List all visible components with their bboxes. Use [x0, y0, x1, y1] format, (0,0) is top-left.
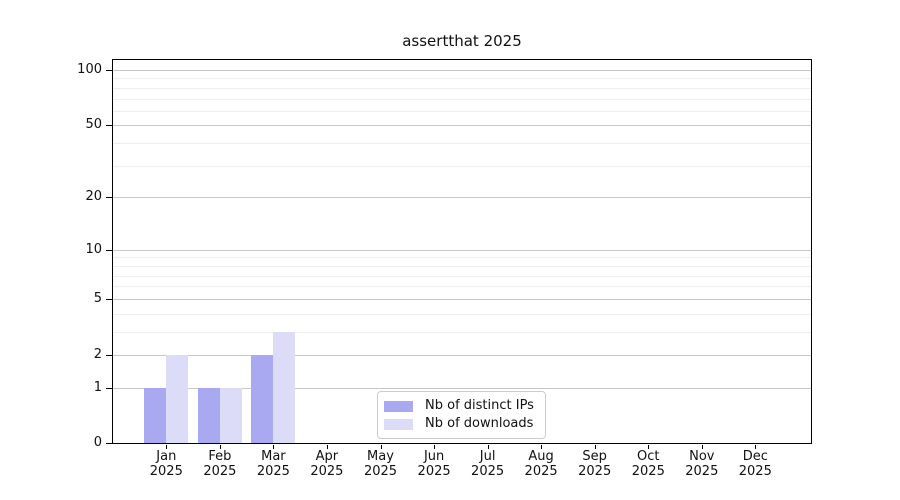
x-tick-year: 2025 [685, 464, 719, 479]
gridline-major [113, 197, 811, 199]
x-tick-mark [487, 445, 489, 449]
gridline-minor [113, 87, 811, 89]
y-tick-mark [106, 197, 112, 199]
x-tick-label: Aug 2025 [513, 449, 569, 479]
y-tick-mark [106, 355, 112, 356]
gridline-minor [113, 275, 811, 277]
x-tick-month: Apr [315, 449, 339, 464]
legend: Nb of distinct IPs Nb of downloads [377, 391, 546, 439]
y-tick-label: 20 [85, 189, 102, 205]
x-tick-label: Sep 2025 [567, 449, 623, 479]
y-tick-label: 0 [93, 435, 102, 450]
x-tick-label: Nov 2025 [674, 449, 730, 479]
bar-nb-of-downloads-mar [273, 331, 296, 443]
x-tick-mark [434, 445, 436, 449]
x-tick-mark [219, 445, 221, 449]
x-tick-year: 2025 [256, 464, 290, 479]
gridline-major [113, 298, 811, 300]
y-tick-mark [106, 443, 112, 444]
gridline-major [113, 355, 811, 356]
x-tick-mark [380, 445, 382, 449]
x-tick-month: May [367, 449, 394, 464]
legend-swatch [384, 418, 413, 430]
y-tick-mark [106, 125, 112, 127]
x-tick-year: 2025 [524, 464, 558, 479]
x-tick-mark [326, 445, 328, 449]
bar-nb-of-downloads-jan [166, 355, 189, 443]
x-tick-label: Jul 2025 [460, 449, 516, 479]
x-tick-year: 2025 [578, 464, 612, 479]
gridline-minor [113, 98, 811, 100]
gridline-major [113, 249, 811, 251]
y-tick-mark [106, 387, 112, 389]
y-tick-mark [106, 249, 112, 251]
plot-area [112, 59, 812, 444]
x-tick-month: Sep [582, 449, 607, 464]
x-tick-month: Dec [742, 449, 768, 464]
x-tick-mark [273, 445, 275, 449]
gridline-major [113, 70, 811, 71]
x-tick-mark [594, 445, 596, 449]
y-tick-label: 1 [93, 379, 102, 395]
legend-item: Nb of distinct IPs [384, 397, 534, 415]
gridline-minor [113, 165, 811, 167]
bar-nb-of-downloads-feb [219, 387, 242, 443]
x-tick-month: Feb [208, 449, 232, 464]
y-tick-mark [106, 298, 112, 300]
x-tick-label: May 2025 [353, 449, 409, 479]
y-tick-label: 2 [93, 347, 102, 362]
x-tick-mark [166, 445, 168, 449]
x-tick-month: Jan [156, 449, 177, 464]
x-tick-mark [648, 445, 650, 449]
gridline-minor [113, 143, 811, 145]
gridline-minor [113, 286, 811, 288]
x-tick-label: Jan 2025 [138, 449, 194, 479]
legend-item: Nb of downloads [384, 415, 534, 433]
gridline-minor [113, 331, 811, 333]
legend-label: Nb of downloads [425, 416, 534, 431]
x-tick-mark [541, 445, 543, 449]
legend-label: Nb of distinct IPs [425, 398, 534, 413]
x-tick-month: Jun [423, 449, 445, 464]
gridline-major [113, 387, 811, 389]
x-tick-year: 2025 [310, 464, 344, 479]
x-tick-label: Feb 2025 [192, 449, 248, 479]
bar-nb-of-distinct-ips-feb [197, 387, 220, 443]
x-tick-year: 2025 [363, 464, 398, 479]
x-tick-year: 2025 [149, 464, 183, 479]
x-tick-month: Mar [261, 449, 286, 464]
y-tick-label: 50 [85, 117, 102, 133]
gridline-minor [113, 78, 811, 80]
x-tick-year: 2025 [738, 464, 772, 479]
x-tick-month: Oct [637, 449, 660, 464]
x-tick-year: 2025 [417, 464, 451, 479]
x-tick-label: Dec 2025 [727, 449, 783, 479]
x-tick-month: Nov [689, 449, 715, 464]
y-tick-mark [106, 70, 112, 71]
x-tick-month: Aug [528, 449, 554, 464]
gridline-major [113, 125, 811, 127]
x-tick-year: 2025 [203, 464, 237, 479]
x-tick-year: 2025 [471, 464, 505, 479]
x-tick-year: 2025 [631, 464, 665, 479]
y-tick-label: 5 [93, 290, 102, 306]
bar-nb-of-distinct-ips-jan [144, 387, 167, 443]
x-tick-label: Apr 2025 [299, 449, 355, 479]
gridline-minor [113, 265, 811, 267]
x-tick-label: Jun 2025 [406, 449, 462, 479]
x-tick-label: Oct 2025 [620, 449, 676, 479]
x-tick-mark [755, 445, 757, 449]
gridline-minor [113, 257, 811, 259]
x-tick-label: Mar 2025 [245, 449, 301, 479]
bar-nb-of-distinct-ips-mar [251, 355, 274, 443]
gridline-minor [113, 110, 811, 112]
x-tick-mark [701, 445, 703, 449]
x-tick-month: Jul [479, 449, 496, 464]
gridline-minor [113, 313, 811, 315]
y-tick-label: 10 [85, 241, 102, 257]
legend-swatch [384, 400, 413, 412]
chart-title: assertthat 2025 [402, 32, 522, 50]
y-tick-label: 100 [77, 62, 102, 77]
